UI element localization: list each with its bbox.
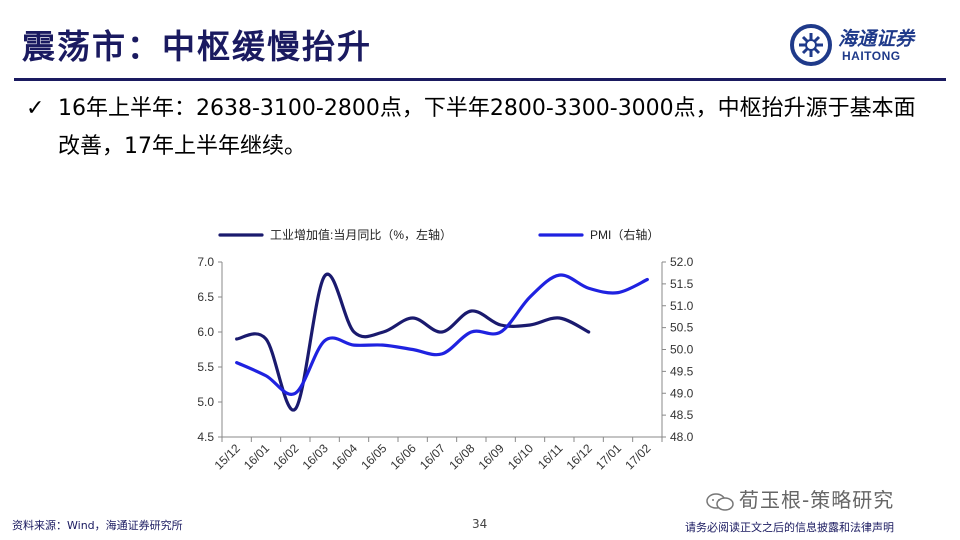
x-tick-label: 16/11	[535, 441, 566, 472]
line-chart: 4.5 5.0 5.5 6.0 6.5 7.0 48.0 48.5 49.0 49.5 50.0 50…	[197, 227, 694, 472]
left-tick-label: 5.5	[197, 360, 214, 374]
x-tick-label: 16/10	[505, 441, 536, 472]
right-tick-label: 49.5	[670, 364, 694, 378]
logo-name-en: HAITONG	[842, 49, 901, 63]
bullet-text: 16年上半年：2638-3100-2800点，下半年2800-3300-3000…	[58, 96, 916, 159]
left-tick-label: 6.5	[197, 290, 214, 304]
series-line-industrial	[235, 272, 591, 412]
checkmark-icon: ✓	[26, 96, 45, 121]
slide-title: 震荡市：中枢缓慢抬升	[22, 27, 372, 66]
x-tick-label: 15/12	[212, 441, 243, 472]
x-tick-label: 16/02	[270, 441, 301, 472]
right-tick-label: 50.5	[670, 321, 694, 335]
chart-container: 4.5 5.0 5.5 6.0 6.5 7.0 48.0 48.5 49.0 49.5 50.0 50…	[170, 215, 750, 500]
footer-disclaimer: 请务必阅读正文之后的信息披露和法律声明	[685, 521, 894, 534]
x-tick-label: 16/05	[358, 441, 389, 472]
left-tick-label: 7.0	[197, 255, 214, 269]
haitong-logo: 海通证券 HAITONG	[790, 22, 950, 68]
left-tick-label: 5.0	[197, 395, 214, 409]
right-tick-label: 51.5	[670, 277, 694, 291]
bullet-point: ✓ 16年上半年：2638-3100-2800点，下半年2800-3300-30…	[26, 90, 920, 166]
page-number: 34	[472, 517, 488, 531]
watermark-text: 荀玉根-策略研究	[739, 488, 895, 512]
x-tick-label: 16/08	[446, 441, 477, 472]
legend-label: 工业增加值:当月同比（%，左轴）	[270, 227, 452, 242]
wechat-icon	[706, 492, 734, 511]
logo-name-cn: 海通证券	[838, 28, 915, 50]
x-tick-label: 16/09	[476, 441, 507, 472]
x-tick-label: 17/01	[593, 441, 624, 472]
left-tick-label: 4.5	[197, 430, 214, 444]
x-tick-label: 16/07	[417, 441, 448, 472]
x-tick-label: 16/04	[329, 441, 360, 472]
footer-source: 资料来源：Wind，海通证券研究所	[12, 519, 183, 532]
right-tick-label: 48.5	[670, 408, 694, 422]
right-tick-label: 50.0	[670, 343, 694, 357]
haitong-emblem-icon	[790, 24, 832, 66]
right-tick-label: 49.0	[670, 386, 694, 400]
right-tick-label: 48.0	[670, 430, 694, 444]
left-tick-label: 6.0	[197, 325, 214, 339]
x-tick-label: 17/02	[622, 441, 653, 472]
x-tick-label: 16/12	[564, 441, 595, 472]
watermark: 荀玉根-策略研究	[705, 484, 894, 513]
right-tick-label: 51.0	[670, 299, 694, 313]
series-line-pmi	[235, 273, 649, 396]
right-tick-label: 52.0	[670, 255, 694, 269]
x-tick-label: 16/06	[388, 441, 419, 472]
x-tick-label: 16/03	[300, 441, 331, 472]
legend-label: PMI（右轴）	[590, 227, 659, 242]
x-tick-label: 16/01	[241, 441, 272, 472]
title-divider	[14, 78, 946, 81]
